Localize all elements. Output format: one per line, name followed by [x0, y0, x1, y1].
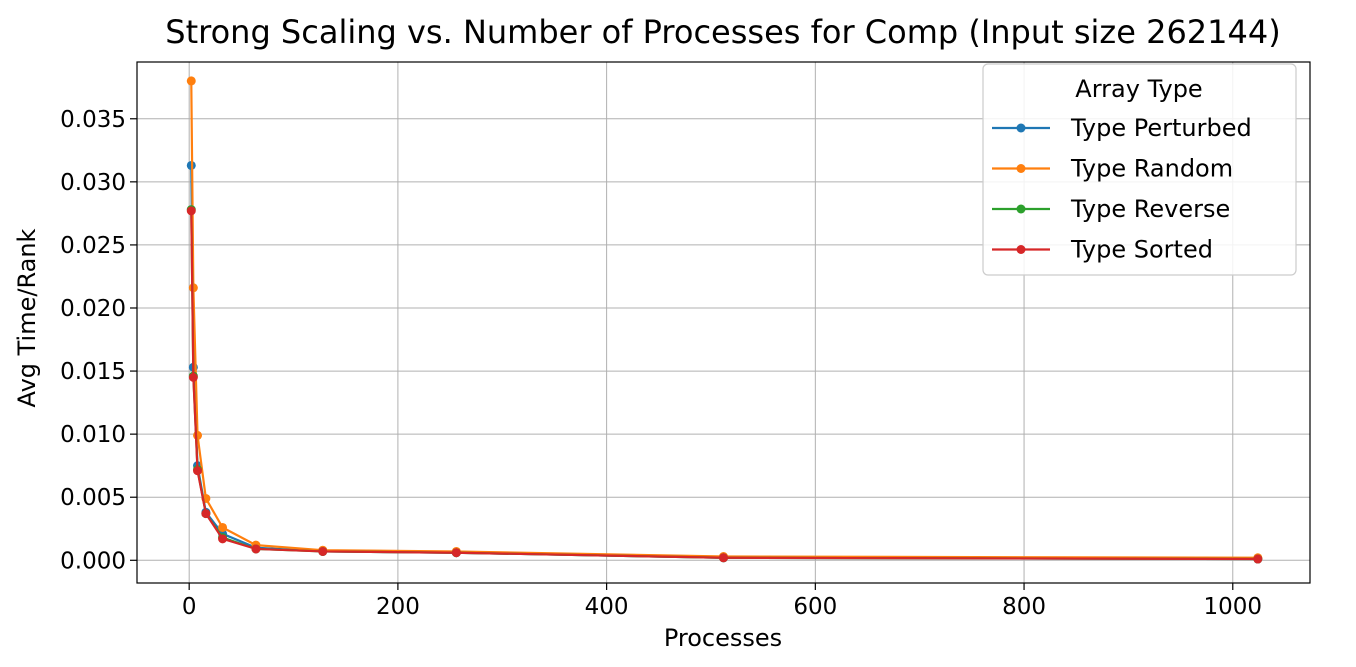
data-point: [451, 548, 461, 558]
y-tick-label: 0.000: [60, 548, 126, 574]
chart-title: Strong Scaling vs. Number of Processes f…: [165, 13, 1280, 51]
series-layer: [186, 76, 1263, 564]
data-point: [193, 430, 203, 440]
y-axis-ticks: 0.000 0.005 0.010 0.015 0.020 0.025 0.030 0.035: [60, 107, 137, 574]
series-line: [190, 80, 1258, 559]
data-point: [719, 553, 728, 563]
y-tick-label: 0.030: [60, 170, 126, 196]
x-tick-label: 0: [182, 594, 197, 620]
legend-item: Type Random: [992, 155, 1233, 183]
legend-items: Type Perturbed Type Random Type Reverse Typ…: [992, 114, 1252, 264]
legend-item: Type Perturbed: [992, 114, 1252, 142]
data-point: [188, 283, 198, 293]
legend-item: Type Reverse: [992, 195, 1230, 223]
legend-title: Array Type: [1075, 75, 1202, 103]
series-type-sorted: [186, 206, 1263, 564]
y-tick-label: 0.035: [60, 107, 126, 133]
data-point: [218, 534, 228, 544]
y-tick-label: 0.020: [60, 296, 126, 322]
legend-marker: [1016, 245, 1026, 254]
legend-marker: [1016, 123, 1026, 133]
y-tick-label: 0.015: [60, 359, 126, 385]
data-point: [188, 372, 198, 382]
data-point: [186, 76, 196, 86]
y-axis-label: Avg Time/Rank: [13, 228, 41, 407]
data-point: [193, 466, 203, 476]
data-point: [318, 546, 328, 556]
y-tick-label: 0.025: [60, 233, 126, 259]
x-axis-label: Processes: [664, 624, 782, 652]
legend-label: Type Perturbed: [1070, 114, 1252, 142]
data-point: [186, 206, 196, 216]
legend-marker: [1016, 164, 1026, 173]
legend-label: Type Reverse: [1070, 195, 1230, 223]
x-tick-label: 600: [793, 594, 837, 620]
x-tick-label: 400: [585, 594, 629, 620]
legend-item: Type Sorted: [992, 236, 1213, 264]
series-line: [190, 210, 1258, 561]
data-point: [201, 509, 211, 519]
x-tick-label: 800: [1002, 594, 1046, 620]
plot-frame: [136, 61, 1311, 584]
y-tick-label: 0.005: [60, 485, 126, 511]
legend-label: Type Random: [1070, 155, 1233, 183]
x-tick-label: 200: [376, 594, 420, 620]
data-point: [1253, 554, 1263, 564]
x-tick-label: 1000: [1204, 594, 1263, 620]
legend-label: Type Sorted: [1070, 236, 1213, 264]
legend-marker: [1016, 204, 1026, 214]
y-tick-label: 0.010: [60, 422, 126, 448]
legend-box: [982, 63, 1297, 276]
data-point: [218, 522, 228, 532]
data-point: [251, 544, 261, 554]
x-axis-ticks: 0 200 400 600 800 1000: [182, 583, 1262, 620]
